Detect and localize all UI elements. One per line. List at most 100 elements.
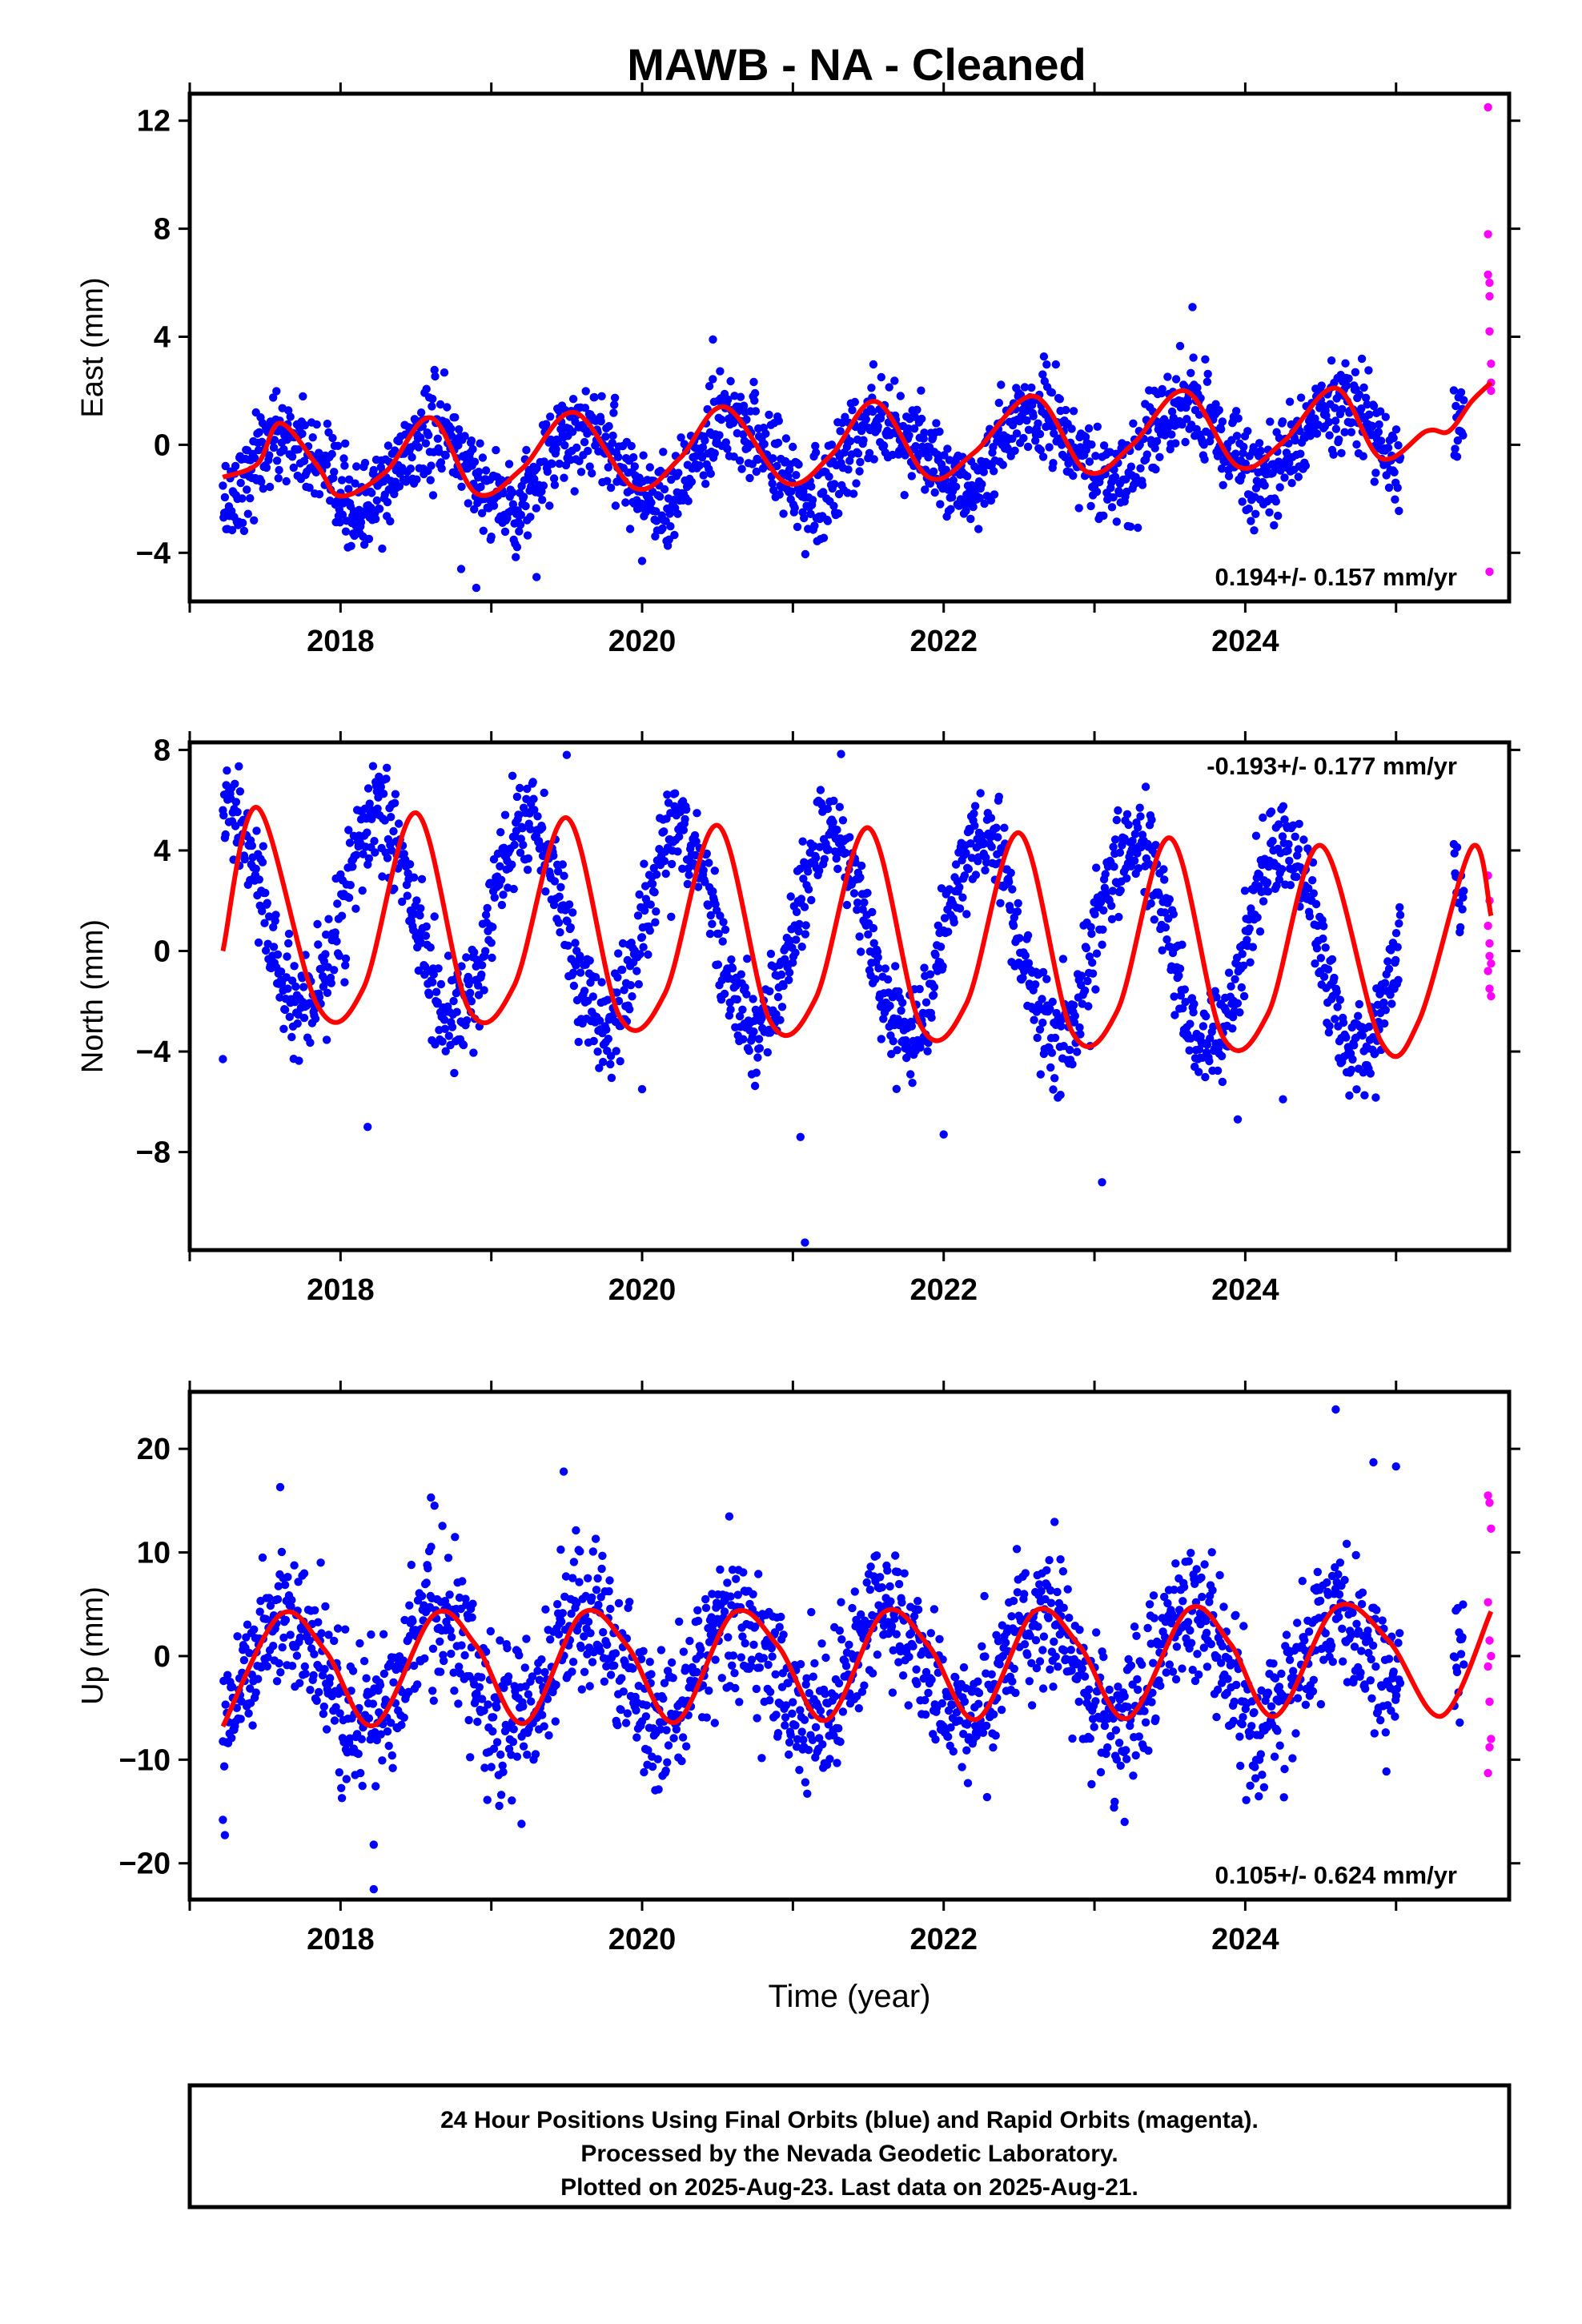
final-orbit-point — [231, 779, 239, 788]
final-orbit-point — [1038, 1646, 1047, 1655]
final-orbit-point — [315, 993, 324, 1002]
final-orbit-point — [460, 432, 469, 440]
final-orbit-point — [1319, 922, 1328, 931]
final-orbit-point — [1389, 433, 1398, 443]
final-orbit-point — [701, 436, 709, 445]
final-orbit-point — [962, 1746, 971, 1755]
final-orbit-point — [723, 444, 732, 453]
final-orbit-point — [1154, 891, 1163, 899]
final-orbit-point — [323, 420, 332, 428]
final-orbit-point — [625, 525, 635, 533]
final-orbit-point — [527, 1697, 536, 1706]
final-orbit-point — [1136, 812, 1145, 821]
final-orbit-point — [1034, 1622, 1042, 1631]
final-orbit-point — [219, 1055, 227, 1063]
final-orbit-point — [427, 461, 436, 470]
final-orbit-point — [586, 978, 595, 987]
final-orbit-point — [996, 899, 1005, 908]
final-orbit-point — [710, 448, 719, 458]
final-orbit-point — [384, 1741, 393, 1751]
final-orbit-point — [1347, 428, 1356, 436]
final-orbit-point — [1233, 1115, 1243, 1124]
final-orbit-point — [352, 850, 361, 859]
final-orbit-point — [508, 500, 518, 509]
final-orbit-point — [650, 888, 659, 897]
final-orbit-point — [308, 433, 317, 442]
final-orbit-point — [654, 1785, 663, 1794]
final-orbit-point — [1383, 957, 1392, 966]
final-orbit-point — [512, 553, 520, 561]
final-orbit-point — [873, 1651, 882, 1659]
final-orbit-point — [363, 1123, 372, 1132]
final-orbit-point — [607, 1073, 616, 1083]
final-orbit-point — [1031, 1636, 1041, 1645]
rapid-orbit-point — [1485, 292, 1494, 301]
final-orbit-point — [310, 1650, 319, 1659]
final-orbit-point — [285, 1012, 294, 1022]
final-orbit-point — [1018, 973, 1027, 983]
final-orbit-point — [842, 900, 852, 910]
y-tick-label: −4 — [136, 1035, 171, 1069]
final-orbit-point — [1215, 1038, 1224, 1047]
final-orbit-point — [1042, 1566, 1051, 1575]
final-orbit-point — [278, 1642, 287, 1652]
final-orbit-point — [951, 482, 961, 491]
final-orbit-point — [1360, 1091, 1369, 1100]
final-orbit-point — [887, 1622, 897, 1630]
final-orbit-point — [909, 1642, 917, 1651]
x-tick-label: 2018 — [307, 1273, 375, 1307]
final-orbit-point — [891, 962, 900, 971]
final-orbit-point — [1338, 404, 1347, 414]
final-orbit-point — [1274, 511, 1283, 521]
final-orbit-point — [893, 1046, 901, 1055]
final-orbit-point — [1046, 1586, 1055, 1595]
final-orbit-point — [796, 864, 805, 874]
final-orbit-point — [986, 814, 996, 822]
final-orbit-point — [1142, 450, 1152, 459]
final-orbit-point — [931, 1735, 940, 1744]
rapid-orbit-point — [1484, 103, 1492, 112]
final-orbit-point — [898, 1671, 908, 1680]
final-orbit-point — [390, 446, 400, 455]
final-orbit-point — [1333, 1003, 1342, 1011]
final-orbit-point — [512, 543, 522, 552]
final-orbit-point — [593, 1047, 602, 1056]
final-orbit-point — [345, 838, 355, 847]
final-orbit-point — [888, 450, 897, 460]
final-orbit-point — [1391, 955, 1400, 965]
final-orbit-point — [951, 1673, 960, 1682]
final-orbit-point — [605, 1576, 614, 1585]
final-orbit-point — [759, 1654, 769, 1663]
final-orbit-point — [1024, 959, 1034, 967]
final-orbit-point — [964, 864, 974, 874]
final-orbit-point — [348, 1667, 358, 1675]
final-orbit-point — [1231, 975, 1239, 984]
final-orbit-point — [340, 461, 349, 470]
y-tick-label: −4 — [136, 537, 171, 570]
final-orbit-point — [636, 1655, 646, 1663]
final-orbit-point — [326, 1674, 335, 1683]
final-orbit-point — [466, 1753, 475, 1762]
final-orbit-point — [1393, 483, 1402, 493]
final-orbit-point — [456, 565, 466, 573]
final-orbit-point — [481, 466, 491, 475]
final-orbit-point — [750, 396, 759, 405]
final-orbit-point — [1275, 875, 1284, 884]
final-orbit-point — [1107, 503, 1117, 512]
final-orbit-point — [1086, 501, 1095, 511]
final-orbit-point — [468, 1599, 477, 1608]
final-orbit-point — [779, 1630, 788, 1639]
final-orbit-point — [844, 465, 853, 474]
final-orbit-point — [496, 1791, 506, 1799]
final-orbit-point — [681, 814, 689, 824]
final-orbit-point — [568, 1667, 576, 1676]
final-orbit-point — [483, 903, 492, 913]
final-orbit-point — [508, 860, 516, 869]
final-orbit-point — [962, 910, 971, 919]
final-orbit-point — [808, 496, 817, 505]
final-orbit-point — [1355, 999, 1364, 1009]
final-orbit-point — [1046, 1598, 1056, 1607]
final-orbit-point — [262, 463, 271, 472]
final-orbit-point — [348, 862, 357, 871]
rapid-orbit-point — [1484, 921, 1492, 931]
